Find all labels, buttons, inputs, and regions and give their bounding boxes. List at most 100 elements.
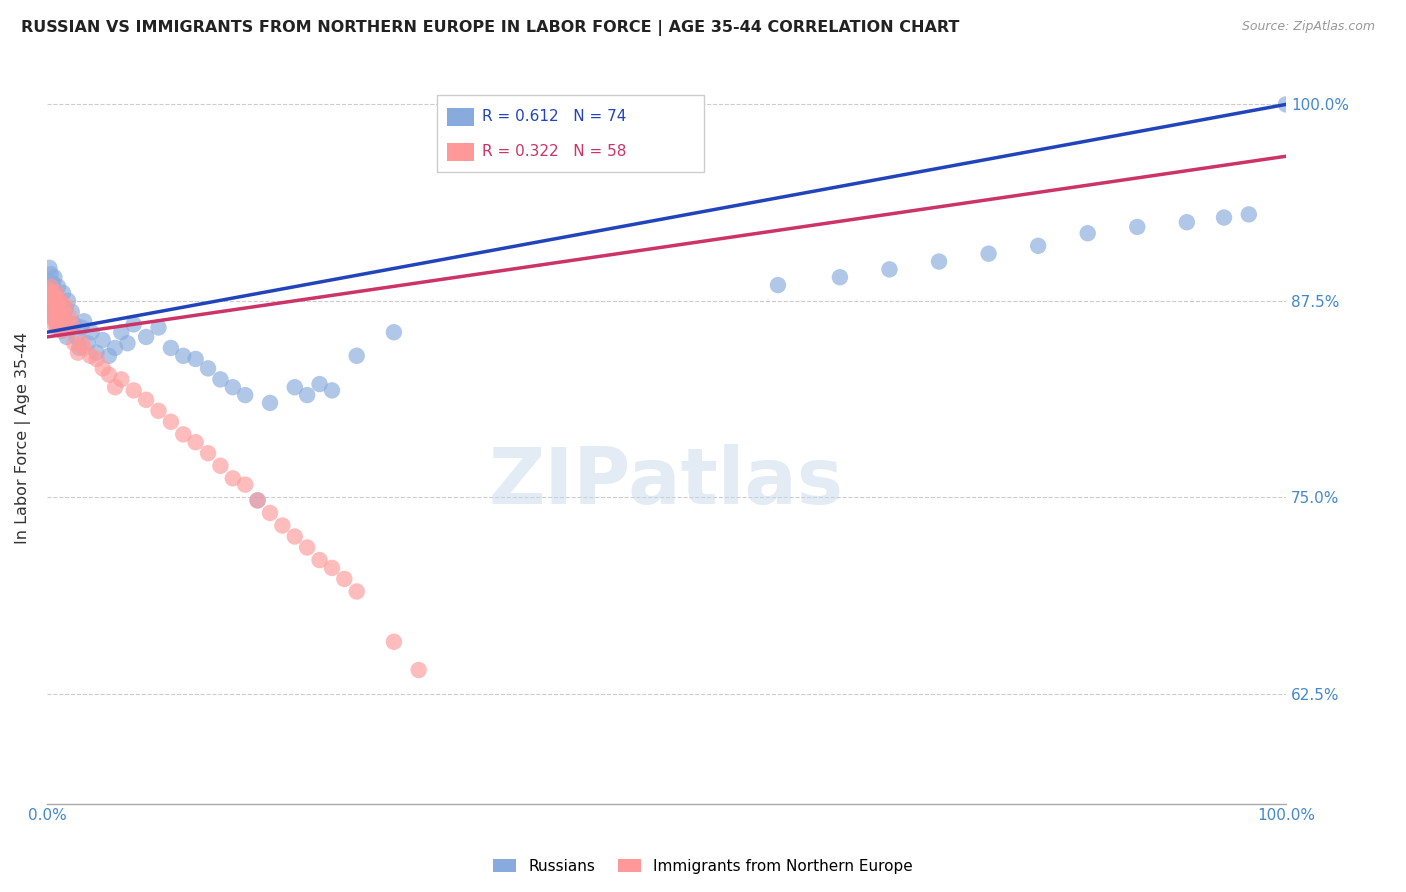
Point bbox=[197, 361, 219, 376]
Point bbox=[38, 292, 60, 306]
Text: Source: ZipAtlas.com: Source: ZipAtlas.com bbox=[1241, 20, 1375, 33]
Point bbox=[284, 529, 307, 543]
Point bbox=[73, 314, 96, 328]
Point bbox=[1175, 215, 1198, 229]
Point bbox=[42, 311, 65, 326]
Point bbox=[172, 349, 194, 363]
Point bbox=[110, 325, 132, 339]
Point bbox=[160, 415, 183, 429]
Point bbox=[42, 311, 65, 326]
Point bbox=[37, 283, 59, 297]
Point bbox=[308, 377, 330, 392]
Point bbox=[321, 384, 343, 398]
Point bbox=[58, 320, 80, 334]
Point bbox=[1213, 211, 1236, 225]
Point bbox=[97, 349, 120, 363]
Point bbox=[56, 293, 79, 308]
Text: ZIPatlas: ZIPatlas bbox=[489, 444, 844, 520]
Point bbox=[45, 320, 67, 334]
Point bbox=[271, 518, 294, 533]
Point bbox=[48, 292, 70, 306]
Point bbox=[828, 270, 851, 285]
Point bbox=[246, 493, 269, 508]
FancyBboxPatch shape bbox=[437, 95, 703, 171]
Point bbox=[977, 246, 1000, 260]
Point bbox=[122, 384, 145, 398]
Point bbox=[233, 477, 256, 491]
Point bbox=[122, 318, 145, 332]
Point bbox=[48, 318, 70, 332]
Text: R = 0.322   N = 58: R = 0.322 N = 58 bbox=[482, 144, 626, 159]
Point bbox=[1126, 219, 1149, 234]
Point bbox=[63, 318, 86, 332]
Point bbox=[41, 285, 63, 300]
Point bbox=[79, 349, 101, 363]
Point bbox=[38, 301, 60, 316]
Point bbox=[91, 361, 114, 376]
Point bbox=[233, 388, 256, 402]
Point bbox=[222, 471, 245, 485]
Point bbox=[46, 279, 69, 293]
Point bbox=[222, 380, 245, 394]
FancyBboxPatch shape bbox=[447, 108, 474, 127]
Point bbox=[209, 372, 232, 386]
Point bbox=[148, 404, 170, 418]
Point bbox=[321, 561, 343, 575]
Point bbox=[49, 308, 72, 322]
Point bbox=[52, 285, 75, 300]
Point bbox=[86, 345, 108, 359]
Point bbox=[80, 325, 103, 339]
Point bbox=[45, 308, 67, 322]
Point bbox=[53, 314, 76, 328]
Point bbox=[197, 446, 219, 460]
Point bbox=[41, 305, 63, 319]
Point bbox=[42, 292, 65, 306]
Point bbox=[1237, 207, 1260, 221]
Point bbox=[42, 289, 65, 303]
Point bbox=[41, 285, 63, 300]
Point bbox=[39, 267, 62, 281]
Point bbox=[53, 311, 76, 326]
Point bbox=[408, 663, 430, 677]
Point bbox=[246, 493, 269, 508]
Point bbox=[51, 299, 73, 313]
Point bbox=[39, 295, 62, 310]
Point bbox=[37, 279, 59, 293]
Point bbox=[184, 435, 207, 450]
Point bbox=[39, 299, 62, 313]
Point bbox=[38, 289, 60, 303]
Point bbox=[51, 324, 73, 338]
Point bbox=[46, 314, 69, 328]
Point bbox=[135, 392, 157, 407]
Point bbox=[58, 310, 80, 324]
Point bbox=[42, 277, 65, 291]
Point bbox=[45, 285, 67, 300]
Point bbox=[184, 351, 207, 366]
Point bbox=[76, 336, 98, 351]
Point bbox=[70, 336, 93, 351]
Point bbox=[346, 349, 368, 363]
Point bbox=[46, 299, 69, 313]
Text: RUSSIAN VS IMMIGRANTS FROM NORTHERN EUROPE IN LABOR FORCE | AGE 35-44 CORRELATIO: RUSSIAN VS IMMIGRANTS FROM NORTHERN EURO… bbox=[21, 20, 959, 36]
Point bbox=[110, 372, 132, 386]
Point bbox=[45, 289, 67, 303]
Point bbox=[41, 308, 63, 322]
Point bbox=[39, 279, 62, 293]
Point bbox=[44, 295, 66, 310]
Point bbox=[104, 380, 127, 394]
Point bbox=[44, 292, 66, 306]
Point bbox=[66, 330, 89, 344]
Point bbox=[295, 541, 318, 555]
Point bbox=[160, 341, 183, 355]
Point bbox=[135, 330, 157, 344]
Point bbox=[56, 320, 79, 334]
Point bbox=[104, 341, 127, 355]
Point bbox=[46, 301, 69, 316]
Point bbox=[60, 318, 83, 332]
Point bbox=[879, 262, 901, 277]
Point bbox=[333, 572, 356, 586]
Point bbox=[67, 341, 90, 355]
Point bbox=[55, 301, 77, 316]
Point bbox=[52, 301, 75, 316]
Point bbox=[1026, 239, 1049, 253]
